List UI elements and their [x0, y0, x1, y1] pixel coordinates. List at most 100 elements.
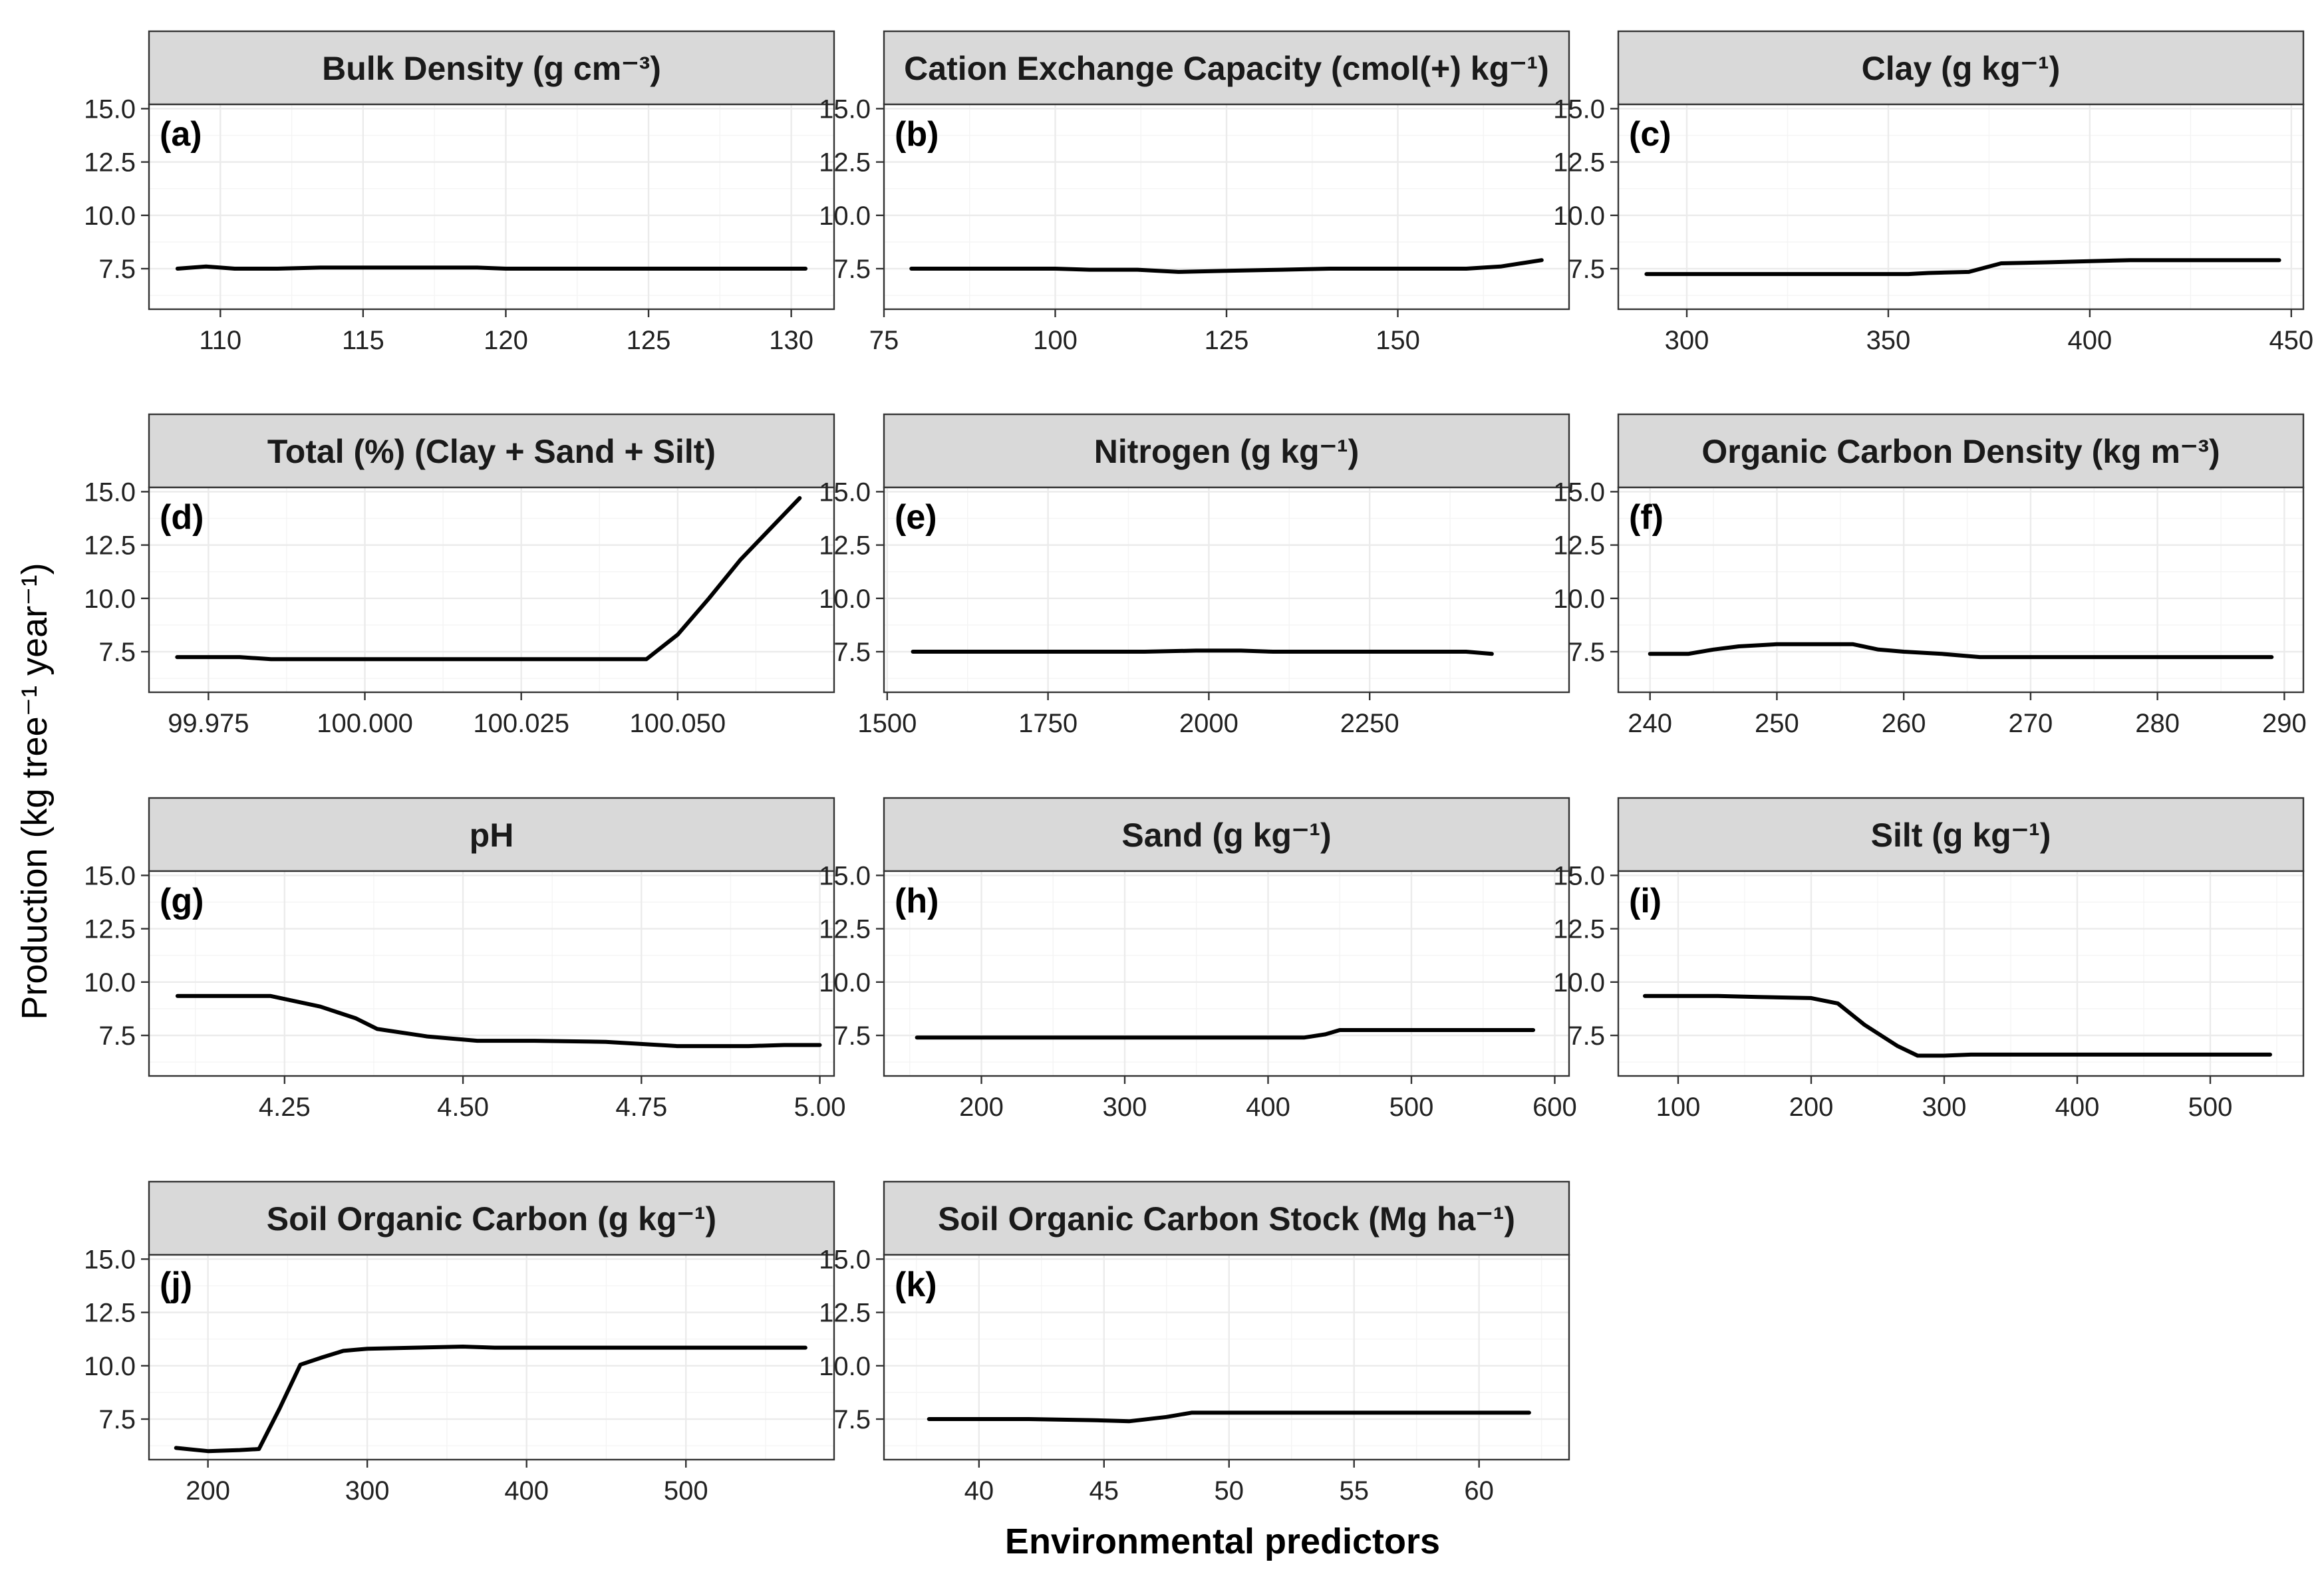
panel-tag-label: (f) [1629, 498, 1664, 537]
y-tick-label: 15.0 [84, 1245, 136, 1274]
x-tick-label: 240 [1628, 709, 1672, 738]
x-tick-label: 400 [1246, 1093, 1290, 1122]
panel-background [884, 871, 1569, 1076]
y-tick-label: 15.0 [819, 861, 871, 890]
x-axis-title: Environmental predictors [1005, 1521, 1440, 1561]
panel-tag-label: (c) [1629, 115, 1671, 154]
x-tick-label: 100.000 [317, 709, 413, 738]
series-line [915, 1028, 1536, 1040]
x-tick-label: 75 [869, 326, 899, 355]
x-tick-label: 2250 [1340, 709, 1399, 738]
x-tick-label: 1500 [857, 709, 917, 738]
panel-f: Organic Carbon Density (kg m⁻³) 240 250 260… [1553, 413, 2307, 738]
facet-strip [883, 413, 1570, 489]
facet-strip [883, 1180, 1570, 1256]
x-tick-label: 280 [2135, 709, 2180, 738]
y-tick-label: 15.0 [819, 477, 871, 507]
facet-strip-title: Sand (g kg⁻¹) [1121, 817, 1331, 854]
facet-strip-title: Soil Organic Carbon Stock (Mg ha⁻¹) [938, 1200, 1515, 1238]
facet-strip-title: Organic Carbon Density (kg m⁻³) [1701, 433, 2220, 470]
x-tick-label: 260 [1882, 709, 1926, 738]
y-tick-label: 7.5 [833, 255, 871, 284]
y-tick-label: 10.0 [84, 201, 136, 231]
panel-tag-label: (e) [895, 498, 937, 537]
panel-border [1617, 103, 2305, 311]
x-tick-label: 100 [1033, 326, 1078, 355]
x-tick-label: 350 [1866, 326, 1911, 355]
y-tick-label: 15.0 [1553, 477, 1605, 507]
series-line [909, 258, 1544, 274]
panel-border [1617, 486, 2305, 694]
x-tick-label: 200 [186, 1476, 230, 1506]
y-tick-label: 12.5 [84, 531, 136, 561]
x-tick-label: 4.25 [259, 1093, 311, 1122]
facet-strip [883, 797, 1570, 872]
panel-e: Nitrogen (g kg⁻¹) 1500 1750 2000 2250 7.5 10.0… [819, 413, 1570, 738]
x-tick-label: 150 [1376, 326, 1420, 355]
series-line [1643, 993, 2272, 1058]
panels-group: Bulk Density (g cm⁻³) 110 115 120 125 130 7.5 1… [84, 30, 2313, 1506]
x-tick-label: 125 [1205, 326, 1249, 355]
facet-strip-title: Soil Organic Carbon (g kg⁻¹) [267, 1200, 716, 1238]
panel-tag-label: (h) [895, 882, 939, 920]
x-tick-label: 110 [199, 326, 241, 355]
panel-tag-label: (i) [1629, 882, 1662, 920]
panel-background [149, 1255, 834, 1460]
y-tick-label: 12.5 [84, 148, 136, 178]
x-tick-label: 300 [345, 1476, 390, 1506]
facet-strip-title: Clay (g kg⁻¹) [1862, 50, 2061, 87]
x-tick-label: 100.025 [473, 709, 569, 738]
y-tick-label: 10.0 [819, 201, 871, 231]
facet-strip-title: Nitrogen (g kg⁻¹) [1094, 433, 1360, 470]
series-line [175, 264, 808, 271]
x-tick-label: 130 [769, 326, 813, 355]
x-tick-label: 400 [2055, 1093, 2100, 1122]
panel-b: Cation Exchange Capacity (cmol(+) kg⁻¹) 7… [819, 30, 1570, 355]
x-tick-label: 600 [1532, 1093, 1577, 1122]
y-tick-label: 7.5 [833, 1021, 871, 1051]
facet-strip [148, 797, 835, 872]
y-tick-label: 7.5 [833, 638, 871, 667]
y-tick-label: 15.0 [84, 861, 136, 890]
series-line [911, 648, 1494, 656]
panel-k: Soil Organic Carbon Stock (Mg ha⁻¹) 40 45 5… [819, 1180, 1570, 1506]
panel-c: Clay (g kg⁻¹) 300 350 400 450 7.5 10.0 12.5 15.0… [1553, 30, 2313, 355]
series-line [175, 496, 802, 662]
series-line [927, 1410, 1531, 1424]
y-tick-label: 12.5 [84, 1299, 136, 1328]
panel-tag-label: (d) [160, 498, 204, 537]
y-tick-label: 10.0 [84, 585, 136, 614]
y-tick-label: 10.0 [84, 1352, 136, 1381]
y-tick-label: 7.5 [98, 1021, 136, 1051]
facet-strip-title: Silt (g kg⁻¹) [1871, 817, 2051, 854]
y-tick-label: 10.0 [1553, 968, 1605, 997]
facet-strip [148, 413, 835, 489]
x-tick-label: 100 [1656, 1093, 1701, 1122]
x-tick-label: 45 [1089, 1476, 1119, 1506]
y-tick-label: 12.5 [819, 148, 871, 178]
y-tick-label: 12.5 [1553, 148, 1605, 178]
y-tick-label: 7.5 [1568, 255, 1605, 284]
panel-background [884, 487, 1569, 692]
series-line [175, 993, 822, 1049]
x-tick-label: 120 [484, 326, 528, 355]
y-tick-label: 7.5 [1568, 1021, 1605, 1051]
panel-background [884, 1255, 1569, 1460]
x-tick-label: 55 [1339, 1476, 1369, 1506]
x-tick-label: 100.050 [630, 709, 726, 738]
panel-tag-label: (b) [895, 115, 939, 154]
series-line [1648, 642, 2274, 660]
x-tick-label: 300 [1665, 326, 1709, 355]
x-tick-label: 400 [504, 1476, 549, 1506]
panel-tag-label: (k) [895, 1265, 937, 1304]
y-tick-label: 12.5 [1553, 915, 1605, 944]
y-axis-title: Production (kg tree⁻¹ year⁻¹) [15, 563, 55, 1019]
y-tick-label: 10.0 [819, 968, 871, 997]
y-tick-label: 12.5 [819, 1299, 871, 1328]
facet-strip [148, 30, 835, 106]
y-tick-label: 15.0 [84, 477, 136, 507]
panel-border [1617, 870, 2305, 1077]
x-tick-label: 270 [2009, 709, 2053, 738]
x-tick-label: 4.50 [437, 1093, 489, 1122]
x-tick-label: 2000 [1179, 709, 1238, 738]
